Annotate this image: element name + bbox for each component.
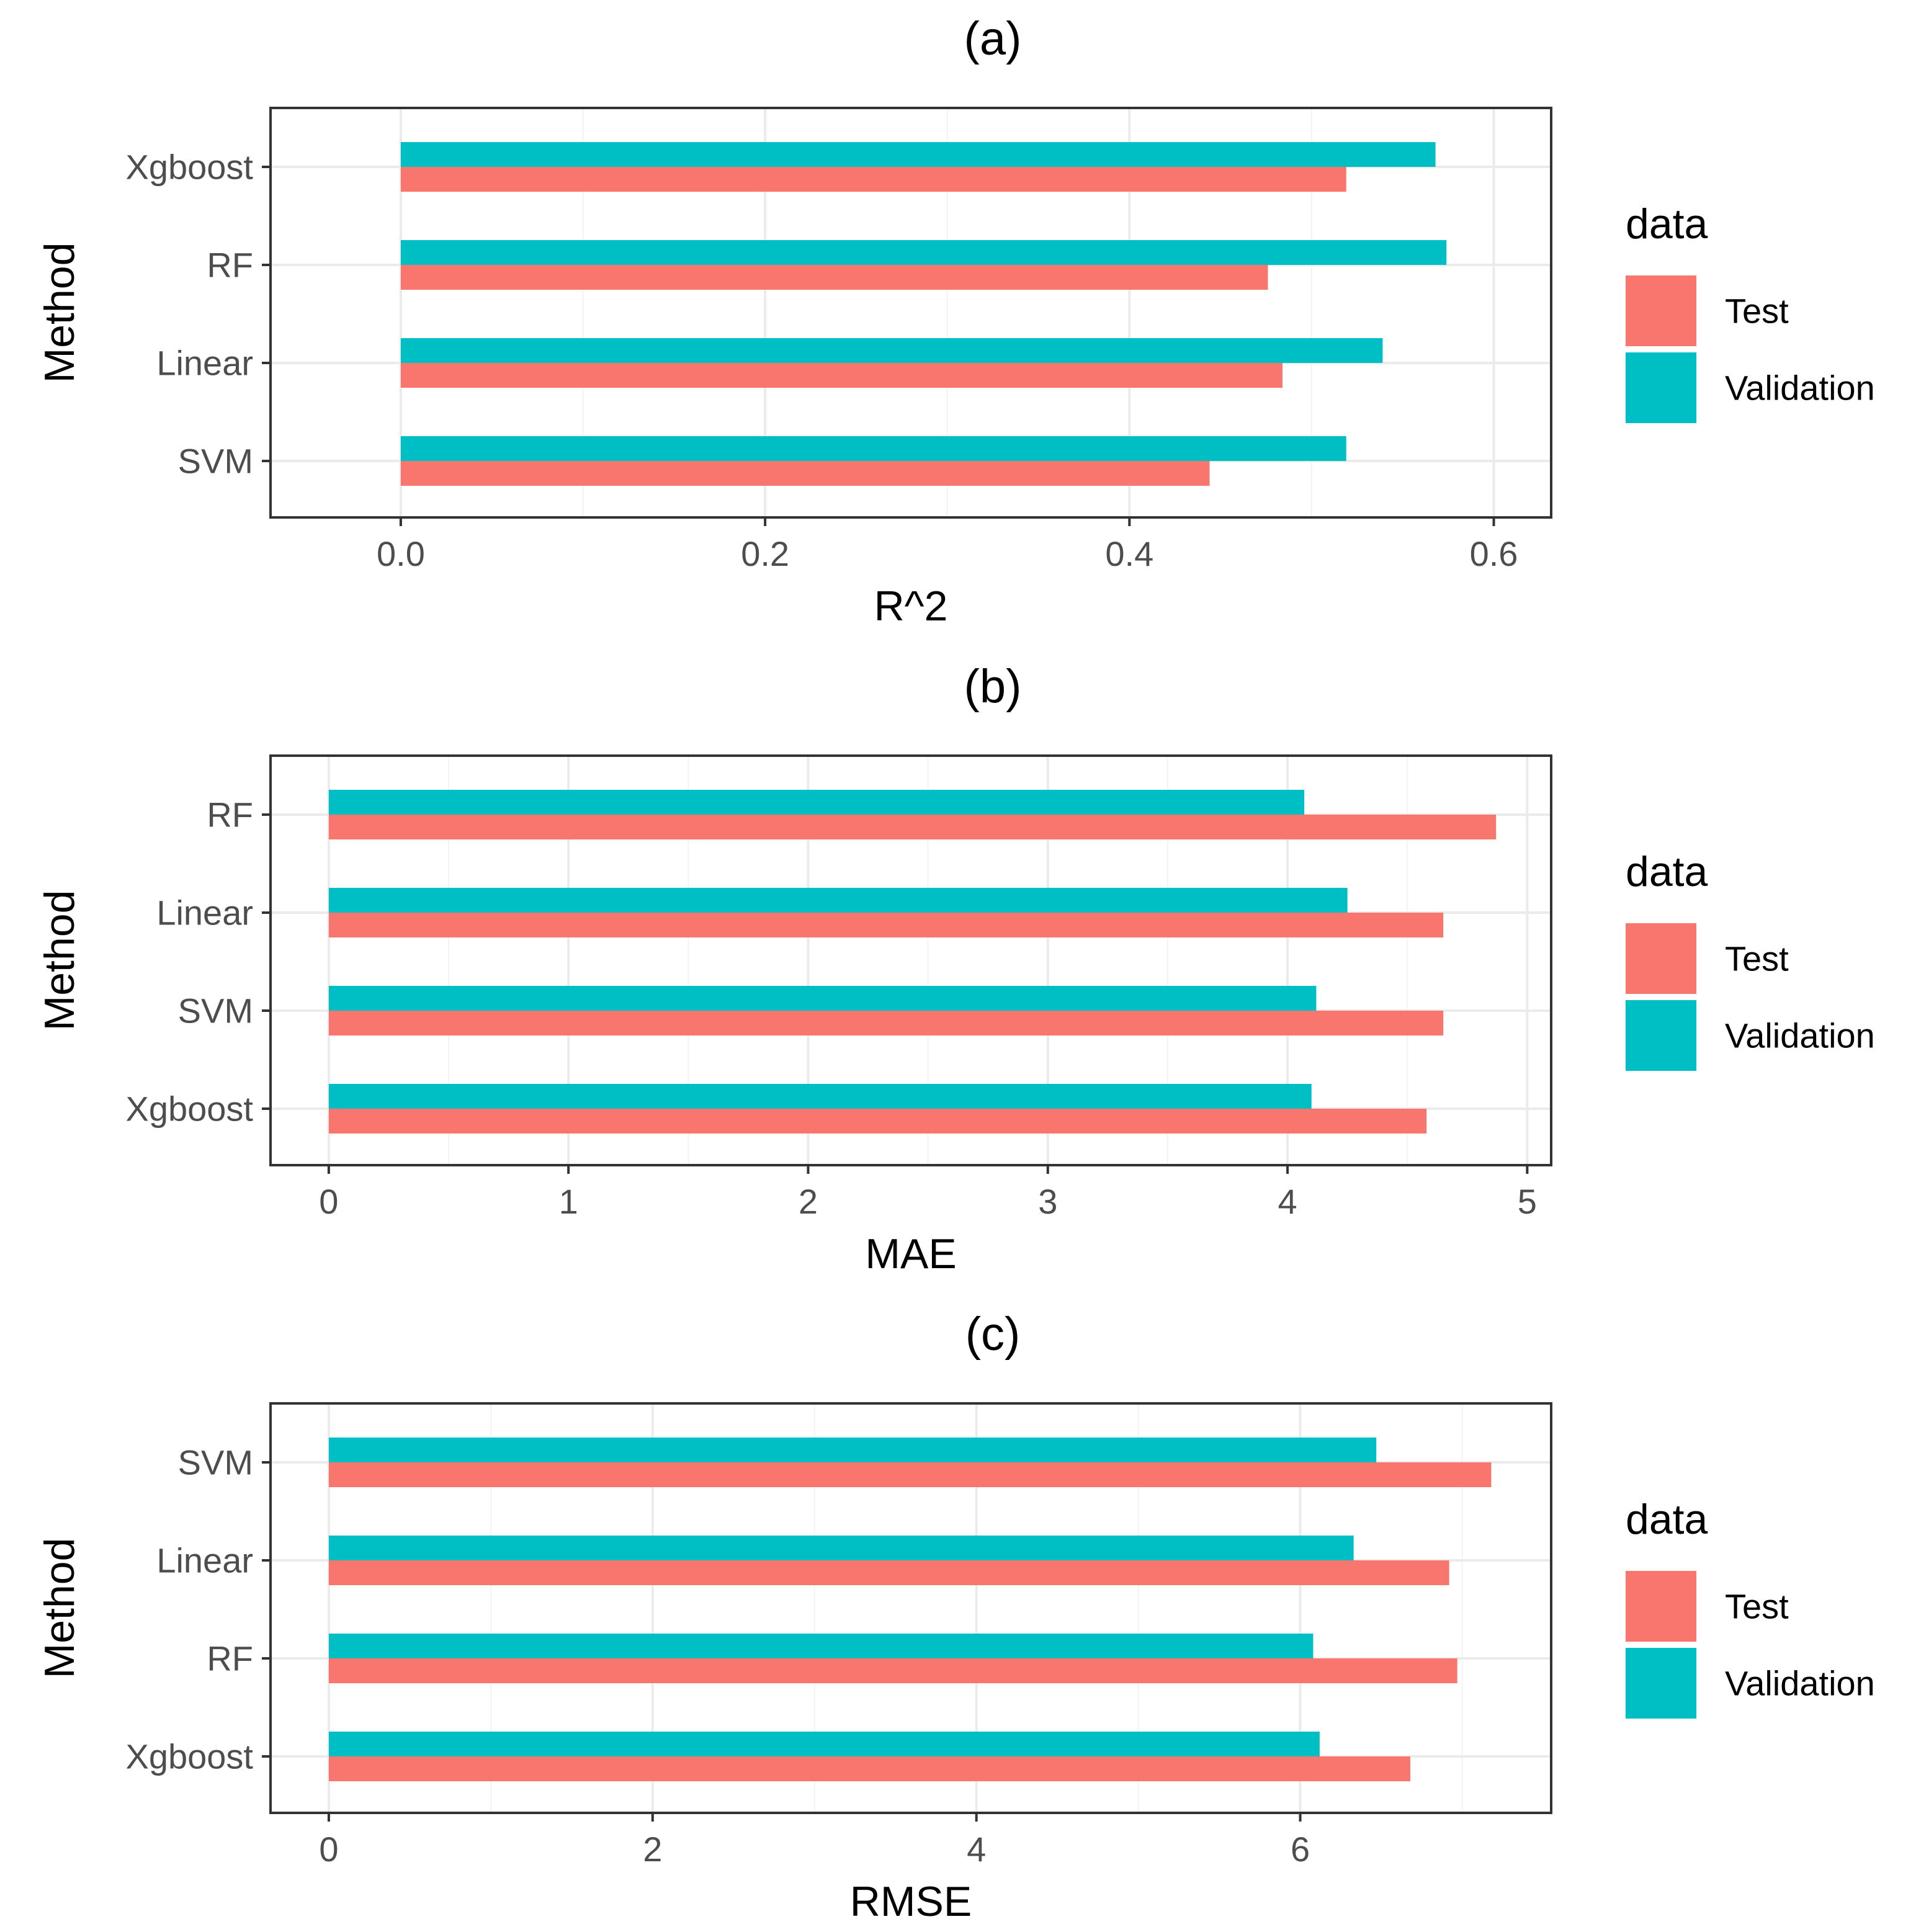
x-tick-label: 3 bbox=[1038, 1182, 1057, 1221]
y-tick-label: Linear bbox=[156, 1541, 253, 1580]
x-tick-label: 2 bbox=[799, 1182, 818, 1221]
bar-validation-rf bbox=[328, 790, 1305, 815]
x-tick-label: 0.0 bbox=[377, 534, 425, 573]
x-tick-label: 0 bbox=[319, 1182, 338, 1221]
y-tick-label: RF bbox=[207, 795, 253, 834]
x-tick-label: 0.6 bbox=[1470, 534, 1518, 573]
x-tick-label: 2 bbox=[643, 1830, 662, 1869]
bar-validation-svm bbox=[400, 436, 1346, 461]
bars bbox=[400, 142, 1447, 486]
bar-test-svm bbox=[400, 461, 1210, 486]
bars bbox=[328, 1438, 1492, 1781]
legend-key-validation bbox=[1626, 1000, 1696, 1071]
y-tick-label: Linear bbox=[156, 893, 253, 932]
x-tick-label: 6 bbox=[1291, 1830, 1310, 1869]
bar-validation-linear bbox=[400, 338, 1383, 363]
x-axis-title: R^2 bbox=[874, 583, 948, 630]
y-axis-title: Method bbox=[36, 243, 83, 383]
y-tick-label: Linear bbox=[156, 344, 253, 383]
legend-label: Test bbox=[1725, 292, 1789, 331]
x-tick-label: 5 bbox=[1518, 1182, 1537, 1221]
bar-validation-linear bbox=[328, 888, 1348, 913]
panel-border bbox=[269, 1402, 1552, 1814]
bar-test-linear bbox=[328, 913, 1444, 937]
bar-test-svm bbox=[328, 1011, 1444, 1035]
bar-test-rf bbox=[328, 815, 1497, 839]
legend-key-test bbox=[1626, 923, 1696, 994]
chart-title: (a) bbox=[964, 12, 1022, 65]
x-tick-label: 4 bbox=[1278, 1182, 1297, 1221]
legend-title: data bbox=[1626, 200, 1708, 248]
bar-validation-xgboost bbox=[400, 142, 1436, 167]
y-tick-label: SVM bbox=[178, 991, 253, 1031]
x-tick-label: 0 bbox=[319, 1830, 338, 1869]
legend-key-test bbox=[1626, 1571, 1696, 1642]
y-axis-title: Method bbox=[36, 890, 83, 1031]
bar-validation-rf bbox=[328, 1634, 1314, 1658]
bar-test-xgboost bbox=[400, 167, 1346, 192]
legend-label: Test bbox=[1725, 939, 1789, 978]
x-tick-label: 0.2 bbox=[741, 534, 789, 573]
legend: data Test Validation bbox=[1626, 200, 1875, 423]
legend-label: Validation bbox=[1725, 1664, 1875, 1703]
y-axis-title: Method bbox=[36, 1538, 83, 1679]
bar-test-rf bbox=[328, 1658, 1457, 1683]
y-tick-label: SVM bbox=[178, 1443, 253, 1482]
bar-test-xgboost bbox=[328, 1109, 1427, 1134]
x-axis-title: MAE bbox=[865, 1230, 956, 1277]
y-tick-label: Xgboost bbox=[126, 1737, 254, 1776]
legend: data Test Validation bbox=[1626, 1496, 1875, 1719]
bar-validation-linear bbox=[328, 1536, 1354, 1560]
y-tick-label: SVM bbox=[178, 442, 253, 481]
legend-title: data bbox=[1626, 1496, 1708, 1543]
y-tick-label: RF bbox=[207, 1639, 253, 1678]
bar-validation-rf bbox=[400, 240, 1447, 265]
bar-test-rf bbox=[400, 265, 1268, 290]
x-tick-label: 0.4 bbox=[1105, 534, 1153, 573]
chart-panel-1: (b) RF Linear SVM Xgboost 0 1 2 3 4 5 MAE Method data… bbox=[36, 660, 1875, 1277]
bar-validation-xgboost bbox=[328, 1732, 1320, 1756]
panel-border bbox=[269, 754, 1552, 1166]
chart-panel-2: (c) SVM Linear RF Xgboost 0 2 4 6 RMSE Method data T… bbox=[36, 1308, 1875, 1925]
legend-title: data bbox=[1626, 848, 1708, 895]
x-axis-title: RMSE bbox=[850, 1878, 972, 1925]
chart-title: (c) bbox=[965, 1308, 1021, 1361]
bar-test-linear bbox=[328, 1560, 1449, 1585]
bar-test-svm bbox=[328, 1462, 1492, 1487]
legend-label: Validation bbox=[1725, 369, 1875, 408]
x-tick-label: 1 bbox=[559, 1182, 578, 1221]
y-tick-label: Xgboost bbox=[126, 1089, 254, 1129]
chart-panel-0: (a) Xgboost RF Linear SVM 0.0 0.2 0.4 0.6 R^2 Meth… bbox=[36, 12, 1875, 630]
legend: data Test Validation bbox=[1626, 848, 1875, 1071]
chart-title: (b) bbox=[964, 660, 1022, 713]
y-tick-label: RF bbox=[207, 246, 253, 285]
bar-validation-svm bbox=[328, 1438, 1377, 1462]
bar-test-linear bbox=[400, 363, 1283, 388]
legend-label: Validation bbox=[1725, 1016, 1875, 1055]
x-tick-label: 4 bbox=[967, 1830, 986, 1869]
bars bbox=[328, 790, 1497, 1134]
legend-key-validation bbox=[1626, 1648, 1696, 1719]
legend-label: Test bbox=[1725, 1587, 1789, 1626]
legend-key-test bbox=[1626, 275, 1696, 346]
y-tick-label: Xgboost bbox=[126, 148, 254, 187]
legend-key-validation bbox=[1626, 352, 1696, 423]
bar-test-xgboost bbox=[328, 1756, 1410, 1781]
bar-validation-xgboost bbox=[328, 1084, 1312, 1109]
bar-validation-svm bbox=[328, 986, 1317, 1011]
panel-border bbox=[269, 107, 1552, 519]
